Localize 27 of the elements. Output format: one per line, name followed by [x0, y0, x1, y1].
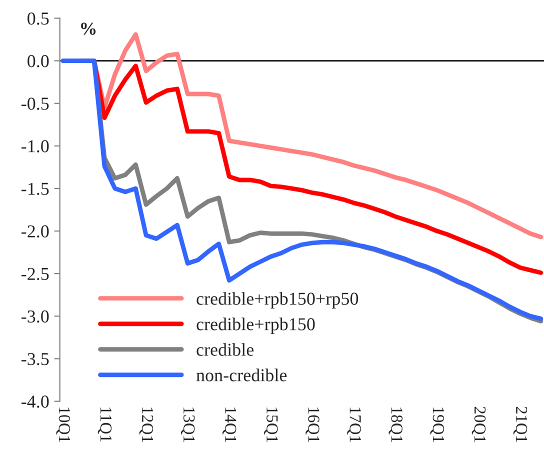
y-axis-title: % — [81, 22, 96, 35]
x-tick-label: 18Q1 — [388, 408, 403, 442]
x-tick-label: 12Q1 — [139, 408, 154, 442]
legend-label: non-credible — [196, 368, 287, 382]
x-tick-label: 11Q1 — [98, 408, 112, 442]
legend-label: credible — [196, 343, 254, 356]
x-tick-label: 19Q1 — [430, 408, 444, 442]
y-tick-label: -0.5 — [22, 98, 49, 110]
y-tick-label: -4.0 — [22, 396, 49, 408]
x-tick-label: 17Q1 — [347, 408, 361, 442]
legend-label: credible+rpb150+rp50 — [196, 292, 358, 308]
y-tick-label: -3.0 — [22, 310, 49, 323]
x-tick-label: 14Q1 — [222, 408, 236, 442]
x-tick-label: 15Q1 — [264, 408, 278, 442]
y-tick-label: -3.5 — [22, 353, 49, 366]
y-tick-label: -2.5 — [22, 268, 49, 280]
y-tick-label: -1.0 — [22, 140, 49, 152]
x-tick-label: 16Q1 — [306, 408, 320, 442]
x-tick-label: 10Q1 — [56, 408, 70, 442]
y-tick-label: 0.5 — [28, 12, 49, 25]
x-tick-label: 20Q1 — [472, 406, 486, 442]
y-tick-label: -1.5 — [22, 182, 49, 195]
y-tick-label: -2.0 — [22, 225, 49, 238]
y-tick-label: 0.0 — [28, 55, 49, 68]
x-tick-label: 13Q1 — [180, 408, 195, 442]
x-tick-label: 21Q1 — [513, 406, 528, 442]
legend-label: credible+rpb150 — [196, 318, 315, 334]
